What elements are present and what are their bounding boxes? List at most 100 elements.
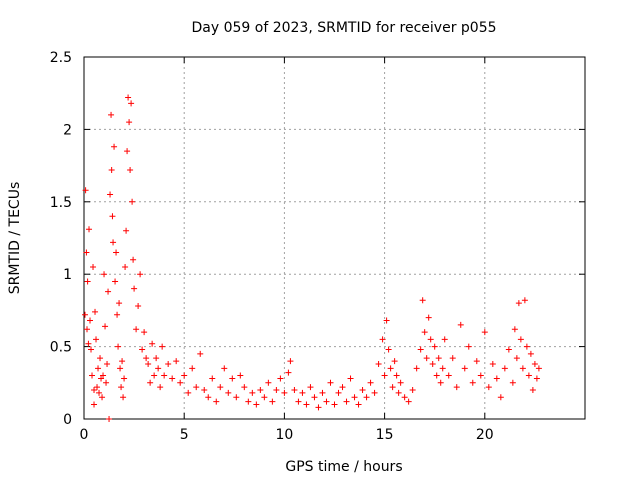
y-axis-title: SRMTID / TECUs [7,182,23,295]
data-point [112,278,119,285]
data-point [139,346,146,353]
data-point [130,256,137,263]
data-point [128,100,135,107]
data-point [92,308,99,315]
data-point [84,278,91,285]
data-point [133,326,140,333]
data-point [489,360,496,367]
data-point [501,365,508,372]
data-point [519,365,526,372]
data-point [473,358,480,365]
data-point [96,389,103,396]
chart-title: Day 059 of 2023, SRMTID for receiver p05… [191,20,496,36]
data-point [461,365,468,372]
y-tick-label: 2.5 [50,50,72,66]
data-point [83,249,90,256]
data-point [355,401,362,408]
data-point [102,323,109,330]
data-point [335,389,342,396]
data-point [94,384,101,391]
data-point [185,389,192,396]
data-point [315,404,322,411]
data-point [351,394,358,401]
data-point [477,372,484,379]
x-tick-labels: 0 5 10 15 20 [80,427,494,443]
data-point [417,346,424,353]
data-point [253,401,260,408]
data-point [423,355,430,362]
data-point [110,239,117,246]
x-tick-label: 0 [80,427,89,443]
data-point [82,311,89,318]
data-point [123,227,130,234]
data-point [397,379,404,386]
data-point [118,384,125,391]
data-point [177,379,184,386]
data-point [379,336,386,343]
data-point [88,346,95,353]
data-point [435,355,442,362]
data-point [161,372,168,379]
data-point [281,389,288,396]
data-point [339,384,346,391]
x-axis-title: GPS time / hours [285,459,402,475]
data-point [93,336,100,343]
data-point [429,360,436,367]
data-point [363,394,370,401]
data-point [535,365,542,372]
data-point [291,387,298,394]
data-point [469,379,476,386]
data-point [129,198,136,205]
data-point [103,379,110,386]
data-point [111,143,118,150]
data-point [145,360,152,367]
data-point [445,372,452,379]
data-point [201,387,208,394]
data-point [86,226,93,233]
y-tick-label: 0 [63,412,72,428]
data-point [153,355,160,362]
data-point [104,360,111,367]
data-point [124,148,131,155]
data-point [497,394,504,401]
data-point [197,350,204,357]
data-point [121,375,128,382]
data-point [265,379,272,386]
data-point [285,369,292,376]
data-point [523,343,530,350]
data-point [409,387,416,394]
data-point [343,398,350,405]
data-point [441,336,448,343]
data-point [135,303,142,310]
data-point [303,401,310,408]
data-point [151,372,158,379]
data-point [108,111,115,118]
data-point [155,365,162,372]
data-point [249,389,256,396]
data-point [237,372,244,379]
data-point [125,94,132,101]
data-point [225,389,232,396]
data-point [101,271,108,278]
data-point [381,372,388,379]
data-point [100,372,107,379]
data-point [421,329,428,336]
data-point [521,297,528,304]
data-point [419,297,426,304]
data-point [405,398,412,405]
x-tick-label: 10 [275,427,293,443]
data-point [387,365,394,372]
y-tick-label: 1.5 [50,195,72,211]
data-point [122,263,129,270]
data-point [159,343,166,350]
data-point [217,384,224,391]
data-point [137,271,144,278]
data-point [209,375,216,382]
data-point [120,394,127,401]
data-point [114,311,121,318]
data-point [511,326,518,333]
data-point [513,355,520,362]
data-point [143,355,150,362]
data-point [119,358,126,365]
